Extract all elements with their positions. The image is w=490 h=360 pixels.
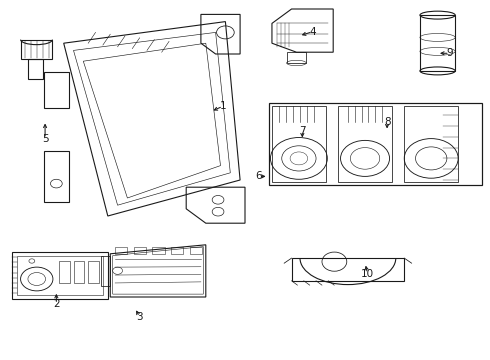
Text: 4: 4 bbox=[309, 27, 316, 37]
Text: 6: 6 bbox=[255, 171, 262, 181]
Text: 1: 1 bbox=[220, 101, 226, 111]
Text: 2: 2 bbox=[53, 299, 60, 309]
Text: 5: 5 bbox=[42, 134, 49, 144]
Text: 9: 9 bbox=[446, 48, 453, 58]
Text: 8: 8 bbox=[384, 117, 391, 127]
Text: 10: 10 bbox=[361, 269, 374, 279]
Text: 7: 7 bbox=[299, 126, 306, 136]
Text: 3: 3 bbox=[136, 312, 143, 322]
